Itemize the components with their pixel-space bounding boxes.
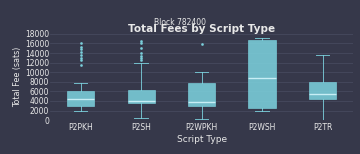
Text: Block 782400: Block 782400 xyxy=(154,18,206,27)
Title: Total Fees by Script Type: Total Fees by Script Type xyxy=(128,24,275,34)
PathPatch shape xyxy=(309,82,336,99)
PathPatch shape xyxy=(67,91,94,106)
PathPatch shape xyxy=(248,40,276,108)
X-axis label: Script Type: Script Type xyxy=(176,135,227,144)
Y-axis label: Total Fee (sats): Total Fee (sats) xyxy=(13,47,22,107)
PathPatch shape xyxy=(127,90,155,103)
PathPatch shape xyxy=(188,83,215,106)
